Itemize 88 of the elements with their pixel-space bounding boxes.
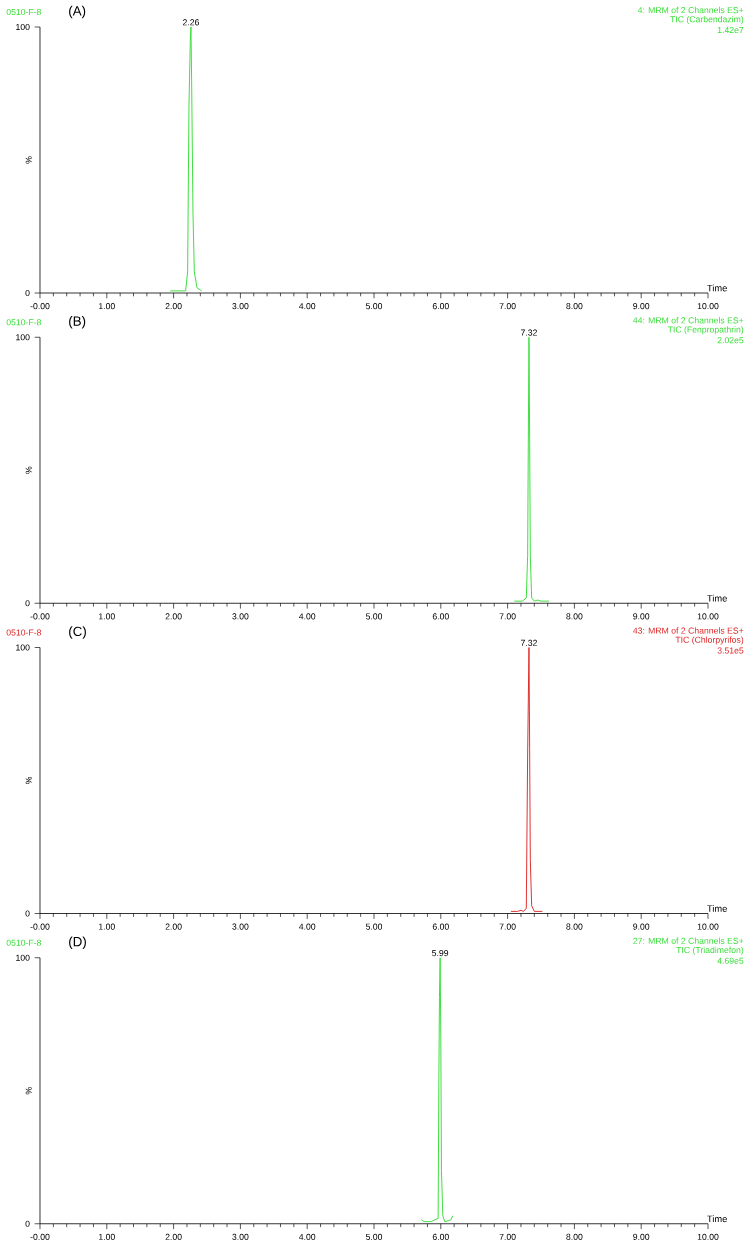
chart-subtitle: (C) xyxy=(69,626,86,639)
x-axis-title: Time xyxy=(707,284,727,292)
x-tick-label: 10.00 xyxy=(697,923,719,930)
line-series xyxy=(169,26,203,292)
x-tick-label: 8.00 xyxy=(566,923,583,930)
x-tick-label: 10.00 xyxy=(697,303,719,310)
line-series xyxy=(513,336,550,602)
chart-title: 0510-F-8 xyxy=(6,629,42,636)
text: 44: MRM of 2 Channels ES+ xyxy=(633,317,744,324)
chart-subtitle: (A) xyxy=(69,5,86,19)
text: 3.51e5 xyxy=(717,647,744,654)
x-tick-label: 7.00 xyxy=(499,923,516,930)
y-tick-label: 0 xyxy=(25,910,30,917)
x-tick-label: -0.00 xyxy=(30,303,50,310)
y-axis-title: % xyxy=(25,776,32,785)
x-tick-label: 5.00 xyxy=(365,1233,383,1240)
text: 2.02e5 xyxy=(717,337,744,344)
x-tick-label: 3.00 xyxy=(232,923,249,930)
x-tick-label: 7.00 xyxy=(499,613,516,620)
x-tick-label: -0.00 xyxy=(30,1233,50,1240)
text: 43: MRM of 2 Channels ES+ xyxy=(633,627,744,634)
text: TIC (Fenpropathrin) xyxy=(667,326,744,335)
x-tick-label: 1.00 xyxy=(99,613,115,620)
x-tick-label: -0.00 xyxy=(30,923,50,930)
chart-title: 0510-F-8 xyxy=(6,939,42,946)
line-series xyxy=(420,957,454,1223)
y-tick-label: 100 xyxy=(16,23,30,31)
text: 27: MRM of 2 Channels ES+ xyxy=(633,937,744,944)
x-tick-label: 9.00 xyxy=(633,303,650,310)
x-tick-label: 3.00 xyxy=(232,1233,249,1240)
x-tick-label: 7.00 xyxy=(499,1233,516,1240)
text: TIC (Chlorpyrifos) xyxy=(675,636,744,645)
y-axis-title: % xyxy=(25,156,32,164)
x-tick-label: 3.00 xyxy=(232,613,249,620)
x-tick-label: 4.00 xyxy=(298,613,316,620)
x-tick-label: 9.00 xyxy=(633,923,650,930)
x-tick-label: 6.00 xyxy=(432,1233,449,1240)
y-axis-title: % xyxy=(25,1087,32,1095)
x-tick-label: 1.00 xyxy=(99,923,115,930)
x-tick-label: 10.00 xyxy=(697,1233,719,1240)
chart-subtitle: (D) xyxy=(69,936,86,949)
text: 4: MRM of 2 Channels ES+ xyxy=(637,6,744,14)
x-tick-label: 6.00 xyxy=(432,923,449,930)
x-tick-label: 2.00 xyxy=(165,1233,182,1240)
x-tick-label: 5.00 xyxy=(365,613,383,620)
x-tick-label: 7.00 xyxy=(499,303,516,310)
y-tick-label: 100 xyxy=(16,954,30,961)
x-tick-label: 6.00 xyxy=(432,303,449,310)
annotation: 7.32 xyxy=(520,639,537,646)
x-axis-title: Time xyxy=(707,905,727,912)
text: 4.69e5 xyxy=(717,957,744,964)
x-axis-title: Time xyxy=(707,594,727,602)
annotation: 7.32 xyxy=(520,329,537,336)
x-axis-title: Time xyxy=(707,1215,727,1223)
chart-title: 0510-F-8 xyxy=(6,8,42,16)
x-tick-label: 2.00 xyxy=(165,613,182,620)
annotation: 5.99 xyxy=(432,950,449,957)
x-tick-label: 5.00 xyxy=(365,303,383,310)
y-tick-label: 0 xyxy=(25,289,30,297)
annotation: 2.26 xyxy=(182,19,200,26)
y-axis-title: % xyxy=(25,466,32,474)
x-tick-label: 4.00 xyxy=(298,923,316,930)
x-tick-label: 6.00 xyxy=(432,613,449,620)
x-tick-label: 1.00 xyxy=(99,1233,115,1240)
text: 1.42e7 xyxy=(717,26,744,34)
x-tick-label: 4.00 xyxy=(298,303,316,310)
x-tick-label: 9.00 xyxy=(633,1233,650,1240)
chart-subtitle: (B) xyxy=(69,316,86,329)
chart-title: 0510-F-8 xyxy=(6,319,42,326)
x-tick-label: -0.00 xyxy=(30,613,50,620)
x-tick-label: 9.00 xyxy=(633,613,650,620)
x-tick-label: 8.00 xyxy=(566,303,583,310)
text: TIC (Carbendazim) xyxy=(670,15,744,25)
y-tick-label: 100 xyxy=(16,644,30,651)
x-tick-label: 10.00 xyxy=(697,613,719,620)
x-tick-label: 2.00 xyxy=(165,923,182,930)
x-tick-label: 2.00 xyxy=(165,303,182,310)
x-tick-label: 4.00 xyxy=(298,1233,316,1240)
y-tick-label: 0 xyxy=(25,600,30,607)
y-tick-label: 100 xyxy=(16,334,30,341)
text: TIC (Triadimefon) xyxy=(676,946,744,955)
y-tick-label: 0 xyxy=(25,1220,30,1227)
x-tick-label: 5.00 xyxy=(365,923,383,930)
x-tick-label: 3.00 xyxy=(232,303,249,310)
x-tick-label: 8.00 xyxy=(566,1233,583,1240)
x-tick-label: 8.00 xyxy=(566,613,583,620)
x-tick-label: 1.00 xyxy=(99,303,115,310)
line-series xyxy=(510,647,543,912)
